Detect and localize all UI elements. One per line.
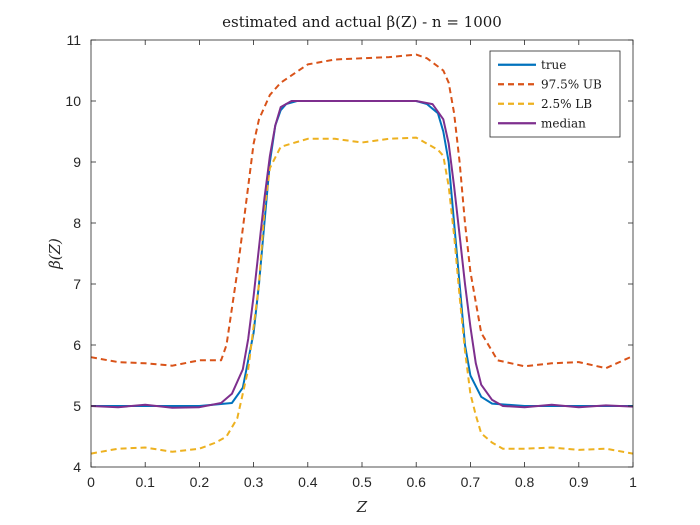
x-tick-label: 0.3: [244, 474, 264, 490]
x-tick-label: 0.8: [515, 474, 535, 490]
y-tick-label: 4: [73, 459, 81, 475]
legend-entry-label: 97.5% UB: [541, 77, 602, 91]
x-tick-label: 0.2: [190, 474, 210, 490]
y-axis-label: β(Z): [46, 238, 64, 270]
y-tick-label: 8: [73, 215, 81, 231]
chart-title: estimated and actual β(Z) - n = 1000: [222, 13, 502, 31]
legend: true 97.5% UB 2.5% LB median: [489, 50, 621, 138]
series-2-5-lb-line: [90, 136, 634, 455]
x-tick-label: 0.5: [352, 474, 372, 490]
y-tick-label: 5: [73, 398, 81, 414]
tick-layer: 0 0.1 0.2 0.3 0.4 0.5 0.6 0.7 0.8 0.9 1 4 5 6 7 8 9 10 11: [65, 32, 637, 490]
legend-entry-label: true: [541, 58, 566, 72]
x-tick-label: 0.7: [461, 474, 481, 490]
series-layer: [90, 53, 634, 455]
x-axis-label: Z: [356, 498, 368, 516]
y-tick-label: 6: [73, 337, 81, 353]
x-tick-label: 0.4: [298, 474, 318, 490]
x-tick-label: 0: [87, 474, 95, 490]
y-tick-label: 11: [66, 32, 81, 48]
y-tick-label: 7: [73, 276, 81, 292]
legend-entry-label: median: [541, 116, 586, 130]
y-tick-label: 10: [65, 93, 81, 109]
x-tick-label: 0.9: [569, 474, 589, 490]
x-tick-label: 1: [629, 474, 637, 490]
series-median-line: [90, 100, 634, 409]
x-tick-label: 0.6: [406, 474, 426, 490]
y-tick-label: 9: [73, 154, 81, 170]
x-tick-label: 0.1: [135, 474, 155, 490]
legend-entry-label: 2.5% LB: [541, 97, 592, 111]
series-97-5-ub-line: [90, 53, 634, 370]
